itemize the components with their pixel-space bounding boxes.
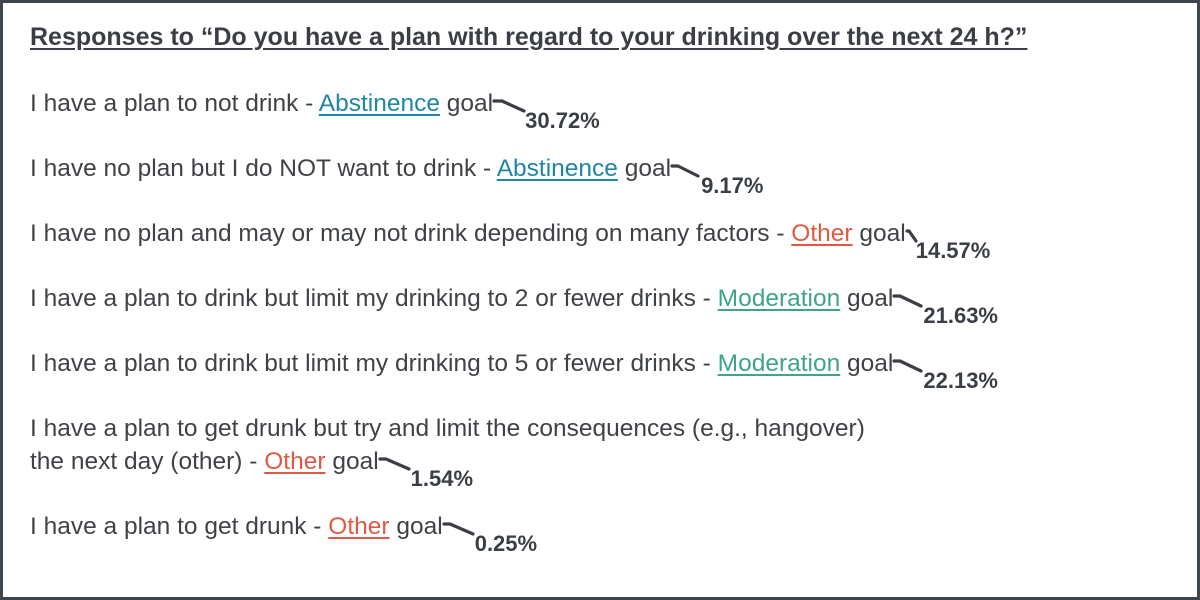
response-percent: 1.54%	[410, 466, 474, 491]
response-text-line1: I have a plan to get drunk but try and l…	[30, 415, 865, 442]
connector-line: 21.63%	[892, 282, 998, 328]
goal-suffix: goal	[396, 513, 443, 540]
response-percent: 21.63%	[923, 303, 998, 328]
goal-label-other: Other	[328, 513, 390, 540]
slide-title: Responses to “Do you have a plan with re…	[30, 23, 1028, 51]
response-item: I have no plan and may or may not drink …	[30, 217, 990, 263]
response-item: I have a plan to get drunk but try and l…	[30, 412, 865, 491]
goal-label-moderation: Moderation	[717, 285, 841, 312]
response-item: I have no plan but I do NOT want to drin…	[30, 152, 763, 198]
response-text-line2: the next day (other) -	[30, 448, 265, 475]
goal-suffix: goal	[624, 155, 672, 182]
response-text: I have no plan but I do NOT want to drin…	[30, 155, 497, 182]
response-percent: 9.17%	[701, 173, 764, 198]
connector-line: 1.54%	[378, 445, 473, 491]
response-percent: 14.57%	[915, 238, 991, 263]
connector-line: 30.72%	[492, 87, 600, 133]
response-text: I have a plan to drink but limit my drin…	[30, 285, 718, 312]
goal-suffix: goal	[332, 448, 379, 475]
connector-line: 22.13%	[892, 347, 998, 393]
response-text: I have a plan to drink but limit my drin…	[30, 350, 718, 377]
goal-label-moderation: Moderation	[717, 350, 841, 377]
connector-line: 14.57%	[905, 217, 990, 263]
goal-label-other: Other	[791, 220, 853, 247]
response-text: I have a plan to get drunk -	[30, 513, 329, 540]
response-item: I have a plan to not drink - Abstinence …	[30, 87, 600, 133]
response-percent: 0.25%	[474, 531, 538, 556]
goal-suffix: goal	[859, 220, 906, 247]
response-percent: 22.13%	[923, 368, 998, 393]
response-text: I have a plan to not drink -	[30, 90, 319, 117]
goal-suffix: goal	[847, 350, 894, 377]
response-item: I have a plan to drink but limit my drin…	[30, 282, 998, 328]
goal-suffix: goal	[446, 90, 494, 117]
response-item: I have a plan to get drunk - Other goal 0…	[30, 510, 537, 556]
response-item: I have a plan to drink but limit my drin…	[30, 347, 998, 393]
connector-line: 9.17%	[670, 152, 763, 198]
goal-suffix: goal	[847, 285, 894, 312]
response-percent: 30.72%	[525, 108, 600, 133]
goal-label-abstinence: Abstinence	[318, 90, 440, 117]
goal-label-abstinence: Abstinence	[496, 155, 618, 182]
response-text: I have no plan and may or may not drink …	[30, 220, 792, 247]
connector-line: 0.25%	[442, 510, 537, 556]
goal-label-other: Other	[264, 448, 326, 475]
